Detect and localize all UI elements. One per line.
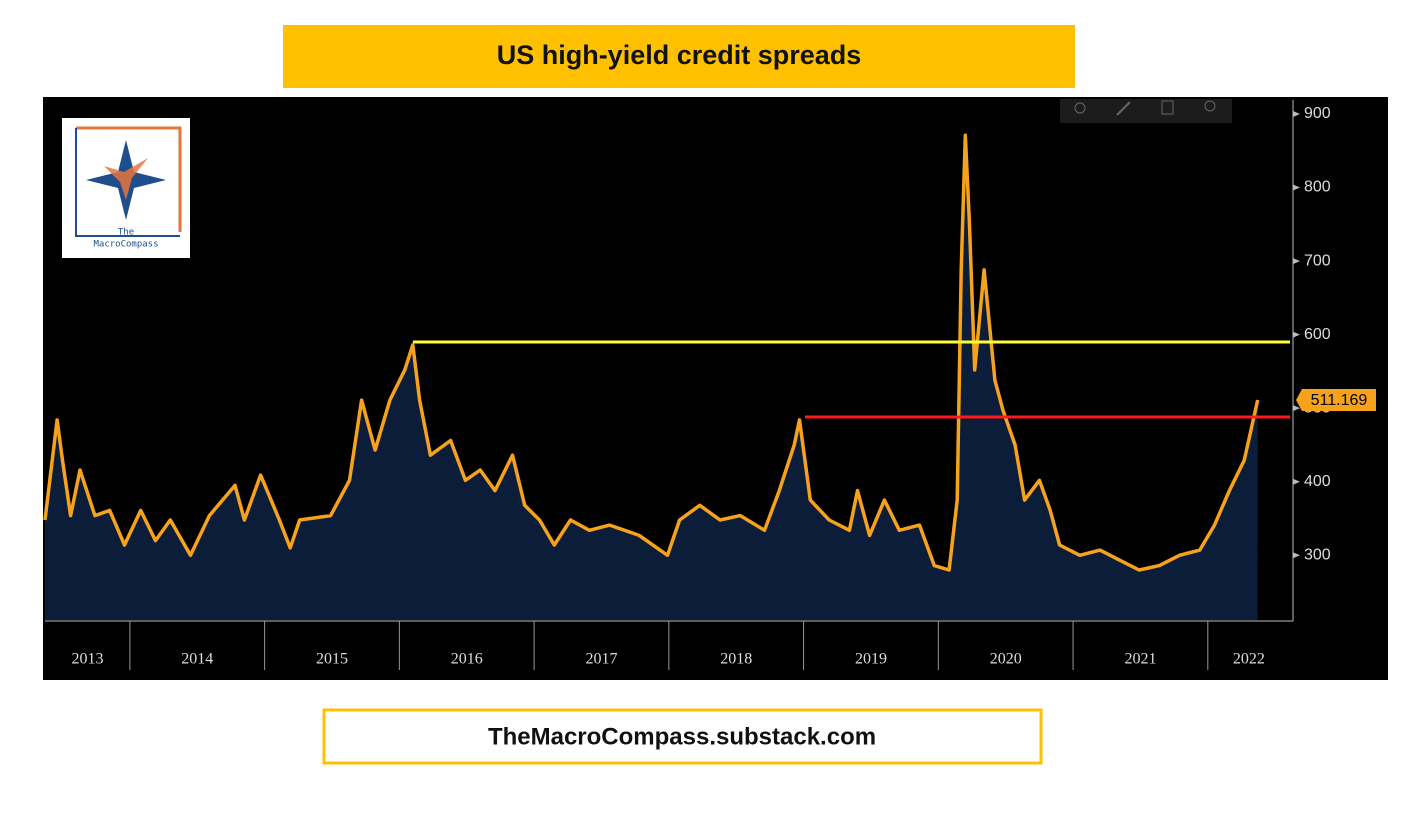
logo-text: MacroCompass [93, 240, 158, 250]
y-tick-label: 600 [1304, 326, 1331, 343]
y-tick-mark [1293, 478, 1300, 485]
area [45, 135, 1258, 621]
logo-star [104, 158, 148, 200]
y-tick-mark [1293, 331, 1300, 338]
x-tick-label: 2015 [316, 651, 348, 668]
y-tick-label: 800 [1304, 179, 1331, 196]
crosshair-icon[interactable] [1074, 102, 1086, 114]
x-tick-label: 2017 [585, 651, 617, 668]
value-label-box [1296, 388, 1376, 411]
y-tick-label: 900 [1304, 105, 1331, 122]
y-tick-mark [1293, 184, 1300, 191]
y-tick-label: 700 [1304, 252, 1331, 269]
x-tick-label: 2016 [451, 651, 483, 668]
y-tick-label: 300 [1304, 546, 1331, 563]
logo-text: The [118, 228, 134, 238]
y-tick-mark [1293, 110, 1300, 117]
x-tick-label: 2018 [720, 651, 752, 668]
x-tick-label: 2022 [1233, 651, 1265, 668]
plot: 300400500600700800900511.169201320142015… [43, 100, 1376, 670]
zoom-icon[interactable] [1204, 100, 1216, 112]
toolbar-bg [1060, 99, 1232, 123]
x-tick-label: 2020 [990, 651, 1022, 668]
footer-text: TheMacroCompass.substack.com [488, 723, 876, 750]
x-tick-label: 2021 [1124, 651, 1156, 668]
draw-icon[interactable] [1116, 101, 1131, 116]
logo-frame [76, 126, 182, 232]
x-tick-label: 2014 [181, 651, 213, 668]
y-tick-mark [1293, 258, 1300, 265]
footer-box [322, 708, 1043, 765]
x-tick-label: 2013 [71, 651, 103, 668]
chart-title: US high-yield credit spreads [497, 40, 862, 70]
y-tick-mark [1293, 552, 1300, 559]
notes-icon[interactable] [1161, 100, 1174, 115]
line [43, 133, 1260, 572]
logo: The MacroCompass [62, 118, 190, 258]
toolbar [1060, 99, 1232, 123]
value-label: 511.169 [1311, 392, 1368, 409]
logo-frame [75, 128, 180, 237]
x-tick-label: 2019 [855, 651, 887, 668]
title-banner [283, 25, 1075, 88]
y-tick-mark [1293, 405, 1300, 412]
y-tick-label: 400 [1304, 473, 1331, 490]
